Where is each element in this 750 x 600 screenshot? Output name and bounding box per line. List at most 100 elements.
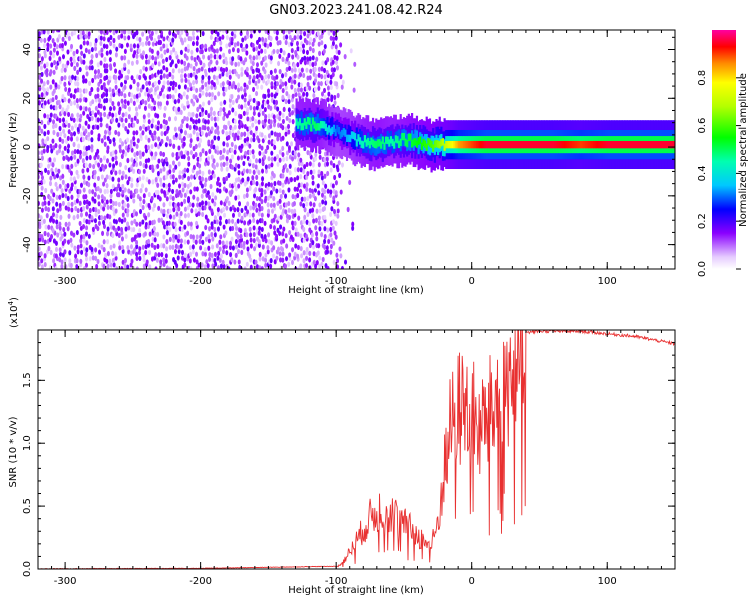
noise-cell	[55, 201, 59, 207]
signal-cell	[635, 140, 638, 149]
noise-cell	[288, 214, 292, 220]
noise-cell	[302, 258, 306, 264]
noise-cell	[305, 219, 309, 225]
noise-cell	[210, 208, 214, 214]
noise-cell	[51, 38, 55, 44]
noise-cell	[269, 55, 273, 61]
noise-cell	[105, 68, 109, 74]
noise-cell	[53, 41, 57, 48]
noise-cell	[284, 263, 288, 269]
noise-cell	[115, 46, 119, 52]
noise-cell	[180, 249, 184, 256]
noise-cell	[242, 193, 246, 200]
noise-cell	[70, 242, 74, 248]
noise-cell	[183, 37, 187, 43]
noise-cell	[130, 75, 134, 81]
noise-cell	[137, 250, 141, 256]
noise-cell	[142, 124, 146, 130]
noise-cell	[46, 232, 50, 238]
noise-cell	[207, 156, 211, 162]
noise-cell	[46, 79, 50, 85]
signal-cell	[311, 117, 314, 125]
noise-cell	[222, 148, 226, 154]
signal-cell	[302, 122, 305, 131]
noise-cell	[129, 244, 133, 250]
noise-cell	[206, 119, 210, 125]
noise-cell	[323, 67, 327, 74]
noise-cell	[269, 105, 273, 111]
signal-cell	[596, 140, 599, 149]
noise-cell	[216, 79, 220, 86]
noise-cell	[98, 249, 102, 255]
noise-cell	[153, 80, 157, 87]
noise-cell	[257, 239, 261, 245]
noise-cell	[93, 182, 97, 188]
noise-cell	[335, 252, 339, 258]
noise-cell	[281, 182, 285, 188]
noise-cell	[136, 81, 140, 88]
noise-cell	[49, 112, 53, 118]
noise-cell	[145, 35, 149, 42]
noise-cell	[314, 151, 318, 158]
noise-cell	[203, 182, 207, 188]
noise-cell	[299, 233, 303, 239]
noise-cell	[273, 30, 277, 35]
noise-cell	[121, 189, 125, 195]
noise-cell	[120, 175, 124, 181]
noise-cell	[302, 91, 306, 97]
noise-cell	[191, 40, 195, 47]
noise-cell	[136, 138, 140, 144]
signal-cell	[552, 140, 555, 149]
noise-cell	[99, 112, 103, 118]
noise-cell	[174, 234, 178, 240]
noise-cell	[130, 237, 134, 243]
noise-cell	[219, 200, 223, 206]
noise-cell	[180, 30, 184, 35]
noise-cell	[263, 106, 267, 113]
signal-cell	[497, 140, 500, 149]
noise-cell	[162, 243, 166, 249]
noise-cell	[61, 179, 65, 185]
noise-cell	[288, 252, 292, 258]
noise-cell	[207, 67, 211, 73]
noise-cell	[88, 154, 92, 161]
noise-cell	[234, 252, 238, 258]
noise-cell	[332, 259, 336, 265]
noise-cell	[73, 100, 77, 106]
noise-cell	[136, 118, 140, 124]
noise-cell	[103, 134, 107, 140]
noise-cell	[64, 205, 68, 211]
noise-cell	[67, 156, 71, 162]
noise-cell	[305, 182, 309, 188]
noise-cell	[176, 255, 180, 261]
noise-cell	[273, 213, 277, 219]
noise-cell	[261, 244, 265, 250]
noise-cell	[183, 115, 187, 122]
noise-cell	[60, 75, 64, 82]
noise-cell	[118, 240, 122, 246]
noise-cell	[255, 158, 259, 164]
noise-cell	[162, 36, 166, 42]
signal-cell	[601, 140, 604, 149]
noise-cell	[198, 169, 202, 175]
noise-cell	[206, 126, 210, 132]
noise-cell	[91, 110, 95, 116]
signal-cell	[329, 128, 332, 136]
noise-cell	[237, 163, 241, 169]
noise-cell	[296, 231, 300, 237]
noise-cell	[40, 179, 44, 186]
noise-cell	[189, 189, 193, 195]
noise-cell	[260, 226, 264, 233]
noise-cell	[99, 35, 103, 41]
noise-cell	[218, 111, 222, 117]
noise-cell	[52, 218, 56, 224]
noise-cell	[230, 36, 234, 43]
noise-cell	[211, 263, 215, 269]
noise-cell	[40, 128, 44, 134]
noise-cell	[231, 183, 235, 189]
snr-y-tick-label: 1.5	[22, 372, 33, 388]
noise-cell	[296, 253, 300, 259]
noise-cell	[144, 215, 148, 221]
noise-cell	[53, 157, 57, 163]
signal-cell	[316, 113, 319, 131]
